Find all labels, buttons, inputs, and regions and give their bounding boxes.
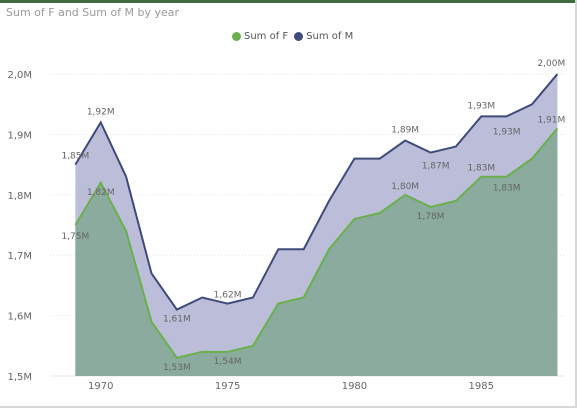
chart-legend[interactable]: Sum of F Sum of M [232, 31, 355, 42]
area-sum-of-f [75, 128, 558, 376]
legend-dot-m-icon [294, 32, 304, 41]
data-label: 1,89M [391, 126, 419, 136]
data-label: 1,91M [537, 115, 565, 125]
data-label: 1,62M [214, 291, 242, 301]
legend-dot-f-icon [232, 32, 241, 41]
data-label: 1,54M [214, 357, 242, 367]
x-tick-label: 1975 [215, 381, 240, 392]
x-tick-label: 1980 [342, 381, 367, 392]
data-label: 2,00M [537, 59, 565, 69]
data-label: 1,83M [467, 164, 495, 174]
line-sum-of-f [74, 127, 559, 360]
data-label: 1,53M [163, 363, 191, 373]
data-label: 1,61M [163, 315, 191, 325]
data-label: 1,75M [61, 232, 89, 242]
data-label: 1,85M [61, 152, 89, 162]
legend-item-f[interactable]: Sum of F [232, 31, 288, 42]
chart-title: Sum of F and Sum of M by year [6, 6, 180, 19]
x-tick-label: 1985 [469, 381, 494, 392]
y-tick-label: 1,7M [7, 251, 32, 262]
y-tick-label: 1,8M [7, 191, 32, 202]
data-label: 1,93M [493, 127, 521, 137]
legend-item-m[interactable]: Sum of M [294, 31, 353, 42]
data-label: 1,78M [417, 212, 445, 222]
data-label: 1,92M [87, 107, 115, 117]
y-tick-label: 1,5M [7, 372, 32, 383]
data-label: 1,87M [422, 162, 450, 172]
data-label: 1,93M [467, 101, 495, 111]
data-label: 1,82M [87, 188, 115, 198]
data-label: 1,83M [493, 184, 521, 194]
legend-label-m: Sum of M [306, 31, 354, 42]
legend-label-f: Sum of F [244, 31, 289, 42]
y-tick-label: 1,6M [7, 312, 32, 323]
y-tick-label: 1,9M [7, 130, 32, 141]
x-tick-label: 1970 [88, 381, 113, 392]
line-sum-of-m [74, 73, 559, 311]
y-tick-label: 2,0M [7, 70, 32, 81]
data-label: 1,80M [391, 182, 419, 192]
right-border [575, 0, 577, 408]
top-border [0, 0, 577, 3]
bottom-border [0, 406, 577, 408]
